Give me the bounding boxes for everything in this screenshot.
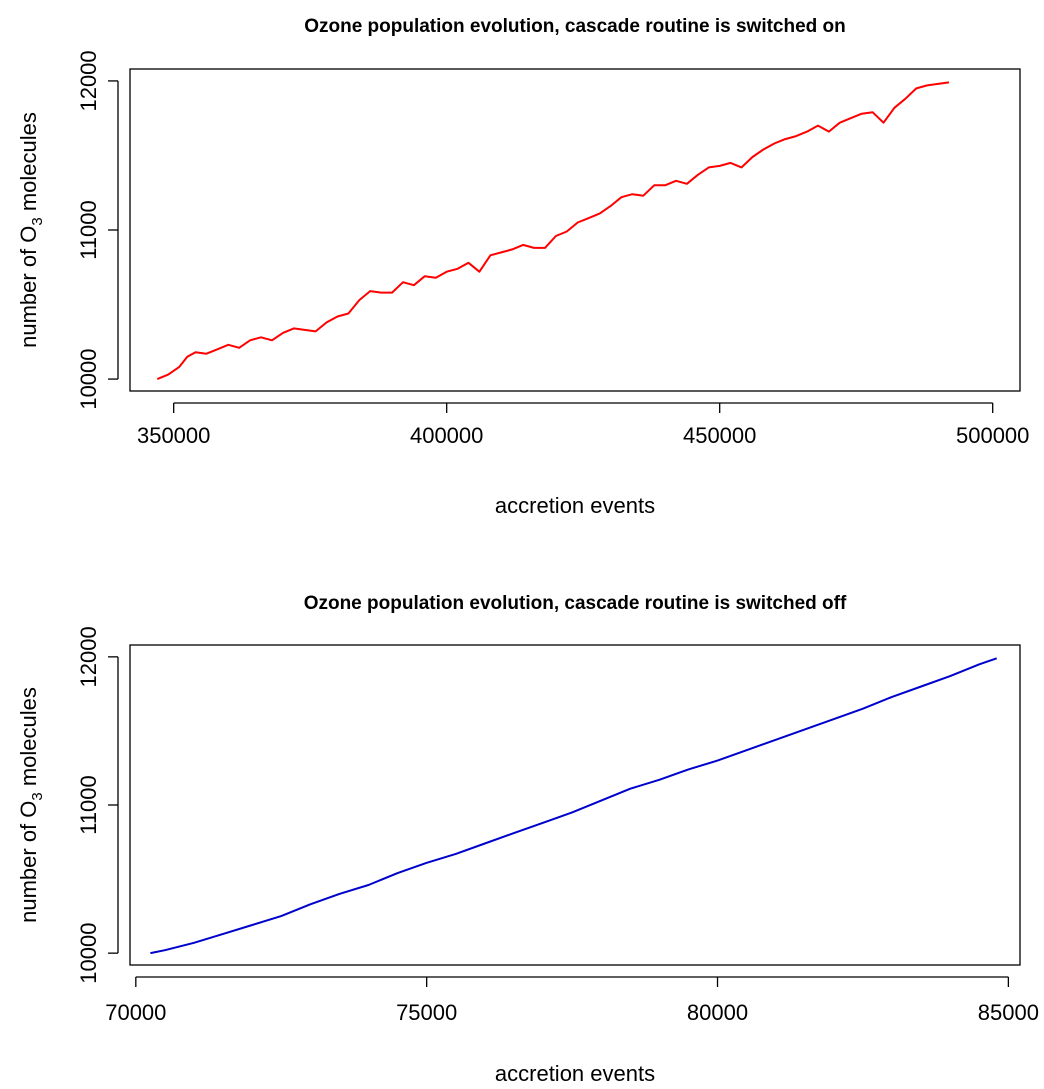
chart-title: Ozone population evolution, cascade rout… — [304, 593, 847, 614]
y-tick-label: 12000 — [76, 626, 101, 687]
series-line-1 — [150, 657, 998, 955]
x-tick-label: 400000 — [410, 423, 483, 448]
y-axis-label: number of O3 molecules — [16, 687, 46, 923]
y-axis-label-suffix: molecules — [16, 112, 41, 217]
chart-panel-1: Ozone population evolution, cascade rout… — [16, 16, 1029, 518]
y-axis-label-subscript: 3 — [29, 792, 46, 800]
y-tick-label: 10000 — [76, 923, 101, 984]
plot-frame — [129, 644, 1021, 966]
y-axis-label-subscript: 3 — [29, 217, 46, 225]
y-axis-label-suffix: molecules — [16, 687, 41, 792]
x-tick-label: 500000 — [956, 423, 1029, 448]
x-tick-label: 75000 — [396, 1000, 457, 1025]
x-tick-label: 70000 — [105, 1000, 166, 1025]
x-tick-label: 85000 — [978, 1000, 1039, 1025]
y-axis-label-prefix: number of O — [16, 226, 41, 348]
series-line-1 — [156, 81, 950, 381]
y-tick-label: 10000 — [76, 348, 101, 409]
y-axis-label: number of O3 molecules — [16, 112, 46, 348]
y-tick-label: 11000 — [76, 200, 101, 260]
x-axis-label: accretion events — [495, 1061, 655, 1086]
plot-frame — [129, 68, 1021, 392]
chart-panel-2: Ozone population evolution, cascade rout… — [16, 593, 1039, 1086]
x-tick-label: 450000 — [683, 423, 756, 448]
y-tick-label: 11000 — [76, 775, 101, 835]
y-axis-label-prefix: number of O — [16, 801, 41, 923]
x-tick-label: 80000 — [687, 1000, 748, 1025]
x-axis-label: accretion events — [495, 493, 655, 518]
chart-title: Ozone population evolution, cascade rout… — [304, 16, 846, 37]
y-tick-label: 12000 — [76, 50, 101, 111]
x-tick-label: 350000 — [137, 423, 210, 448]
